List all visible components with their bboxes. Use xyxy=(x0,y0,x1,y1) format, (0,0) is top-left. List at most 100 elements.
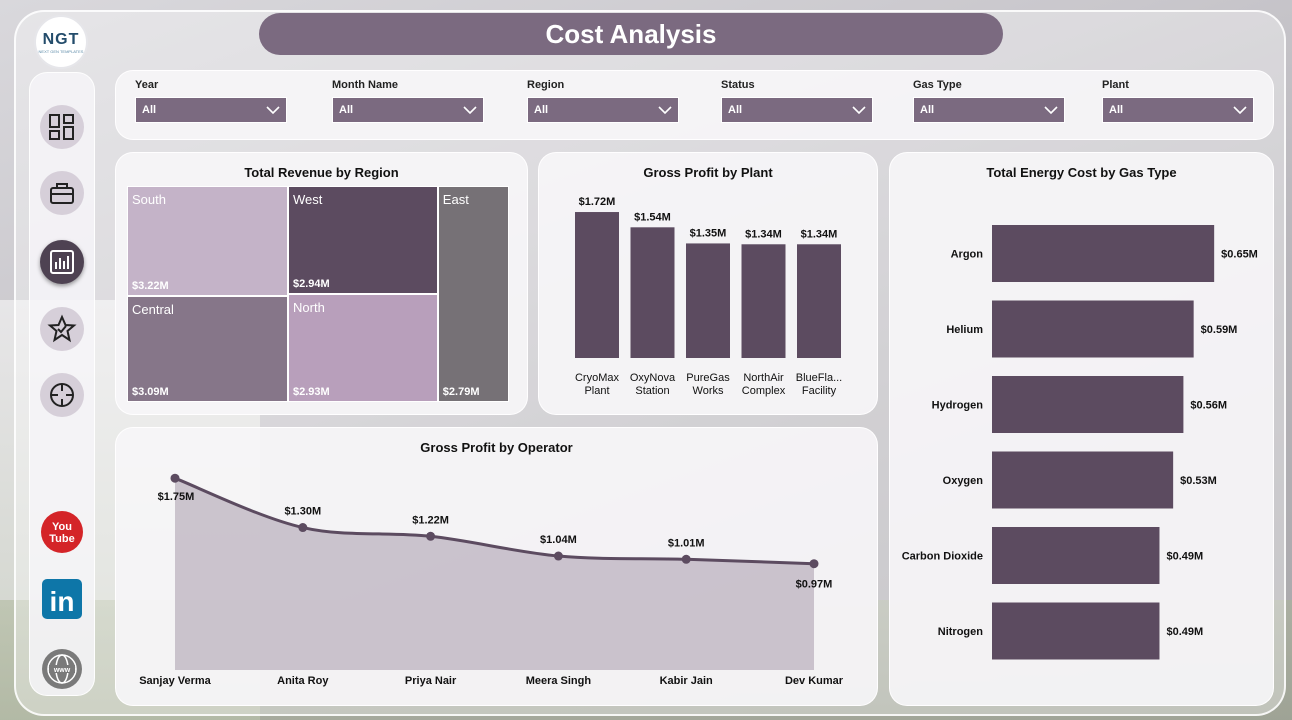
logo: NGT NEXT GEN TEMPLATES xyxy=(34,15,88,69)
website-link[interactable]: www xyxy=(40,647,84,691)
plant-bar-value: $1.35M xyxy=(690,227,727,239)
treemap-cell-west[interactable]: West $2.94M xyxy=(288,186,438,295)
filter-label: Month Name xyxy=(332,79,398,91)
logo-subtext: NEXT GEN TEMPLATES xyxy=(38,48,84,54)
treemap-cell-east[interactable]: East $2.79M xyxy=(437,186,509,402)
operator-category-label: Meera Singh xyxy=(526,675,592,687)
treemap-cell-central[interactable]: Central $3.09M xyxy=(127,296,289,402)
nav-target-button[interactable] xyxy=(40,373,84,417)
filter-dropdown[interactable]: All xyxy=(527,97,679,123)
gas-bar-value: $0.56M xyxy=(1190,400,1227,412)
gross-profit-by-operator-panel: Gross Profit by Operator $1.75M Sanjay Ve… xyxy=(115,427,878,706)
operator-point[interactable] xyxy=(553,551,563,561)
plant-category-label: Facility xyxy=(802,385,837,397)
filter-label: Region xyxy=(527,79,565,91)
gas-bar[interactable] xyxy=(992,602,1160,660)
plant-bar[interactable] xyxy=(630,227,675,358)
plant-category-label: CryoMax xyxy=(575,372,620,384)
treemap-label: Central xyxy=(132,302,174,318)
filter-dropdown[interactable]: All xyxy=(332,97,484,123)
nav-dashboard-button[interactable] xyxy=(40,105,84,149)
revenue-by-region-panel: Total Revenue by Region South $3.22M Centr… xyxy=(115,152,528,415)
treemap-value: $2.79M xyxy=(442,386,480,398)
gas-bar[interactable] xyxy=(992,300,1194,358)
revenue-treemap: South $3.22M Central $3.09M West $2.94M North $… xyxy=(127,186,509,402)
treemap-label: South xyxy=(132,192,166,207)
gross-profit-by-plant-panel: Gross Profit by Plant $1.72M CryoMax Plant… xyxy=(538,152,878,415)
treemap-label: East xyxy=(442,192,469,207)
operator-value-label: $1.04M xyxy=(540,534,577,546)
chevron-down-icon xyxy=(266,106,280,115)
sidebar: You Tube in www xyxy=(29,72,95,696)
gas-bar-value: $0.59M xyxy=(1201,324,1238,336)
briefcase-icon xyxy=(50,183,74,204)
filter-label: Gas Type xyxy=(913,79,962,91)
linkedin-link[interactable]: in xyxy=(40,577,84,621)
treemap-value: $3.22M xyxy=(132,280,169,293)
operator-point[interactable] xyxy=(426,531,436,541)
operator-value-label: $1.22M xyxy=(412,514,449,526)
filter-value: All xyxy=(534,104,549,116)
plant-category-label: Complex xyxy=(742,385,786,397)
plant-bar[interactable] xyxy=(686,243,730,358)
operator-category-label: Anita Roy xyxy=(277,675,329,687)
gas-bar[interactable] xyxy=(992,376,1184,433)
gas-category-label: Argon xyxy=(951,249,984,261)
plant-bar-value: $1.34M xyxy=(801,228,838,240)
plant-bar-value: $1.72M xyxy=(579,196,616,208)
treemap-cell-north[interactable]: North $2.93M xyxy=(288,294,438,402)
gas-category-label: Helium xyxy=(946,324,983,336)
operator-value-label: $1.30M xyxy=(284,506,321,518)
nav-performance-button[interactable] xyxy=(40,307,84,351)
filter-value: All xyxy=(142,104,157,116)
operator-line xyxy=(174,476,815,566)
star-icon xyxy=(47,314,77,343)
filter-plant: Plant All xyxy=(1102,79,1254,123)
youtube-link[interactable]: You Tube xyxy=(40,510,84,554)
treemap-cell-south[interactable]: South $3.22M xyxy=(127,186,289,297)
bar-chart-icon xyxy=(50,250,74,274)
crosshair-icon xyxy=(50,383,74,407)
chevron-down-icon xyxy=(1044,106,1058,115)
treemap-value: $3.09M xyxy=(132,385,169,398)
filter-dropdown[interactable]: All xyxy=(1102,97,1254,123)
plant-category-label: NorthAir xyxy=(743,372,784,384)
nav-briefcase-button[interactable] xyxy=(40,171,84,215)
filter-dropdown[interactable]: All xyxy=(135,97,287,123)
gas-bar[interactable] xyxy=(992,451,1174,509)
nav-analysis-button[interactable] xyxy=(40,240,84,284)
operator-point[interactable] xyxy=(681,554,691,564)
svg-text:in: in xyxy=(50,586,75,617)
treemap-value: $2.93M xyxy=(293,385,330,398)
filter-value: All xyxy=(339,104,354,116)
operator-point[interactable] xyxy=(298,523,308,533)
chevron-down-icon xyxy=(463,106,477,115)
svg-text:You: You xyxy=(52,521,72,533)
operator-point[interactable] xyxy=(170,473,180,483)
plant-bar[interactable] xyxy=(797,244,841,358)
globe-icon: www xyxy=(42,649,82,689)
gas-bar-value: $0.65M xyxy=(1221,249,1258,261)
filter-dropdown[interactable]: All xyxy=(913,97,1065,123)
filter-region: Region All xyxy=(527,79,679,123)
gas-category-label: Oxygen xyxy=(943,475,984,487)
plant-bar[interactable] xyxy=(575,212,619,358)
gas-category-label: Hydrogen xyxy=(932,400,984,412)
operator-value-label: $1.75M xyxy=(158,491,195,503)
gas-category-label: Carbon Dioxide xyxy=(902,551,983,563)
filter-status: Status All xyxy=(721,79,873,123)
energy-cost-by-gas-title: Total Energy Cost by Gas Type xyxy=(986,165,1177,180)
gas-bar[interactable] xyxy=(992,225,1215,282)
plant-category-label: BlueFla... xyxy=(796,372,842,384)
chevron-down-icon xyxy=(1233,106,1247,115)
plant-bar[interactable] xyxy=(741,244,786,358)
revenue-by-region-title: Total Revenue by Region xyxy=(244,165,399,180)
filter-label: Status xyxy=(721,79,755,91)
operator-category-label: Priya Nair xyxy=(405,675,457,687)
operator-point[interactable] xyxy=(809,559,819,569)
gas-bar-value: $0.49M xyxy=(1166,626,1203,638)
chevron-down-icon xyxy=(658,106,672,115)
filter-dropdown[interactable]: All xyxy=(721,97,873,123)
gas-bar[interactable] xyxy=(992,527,1160,584)
